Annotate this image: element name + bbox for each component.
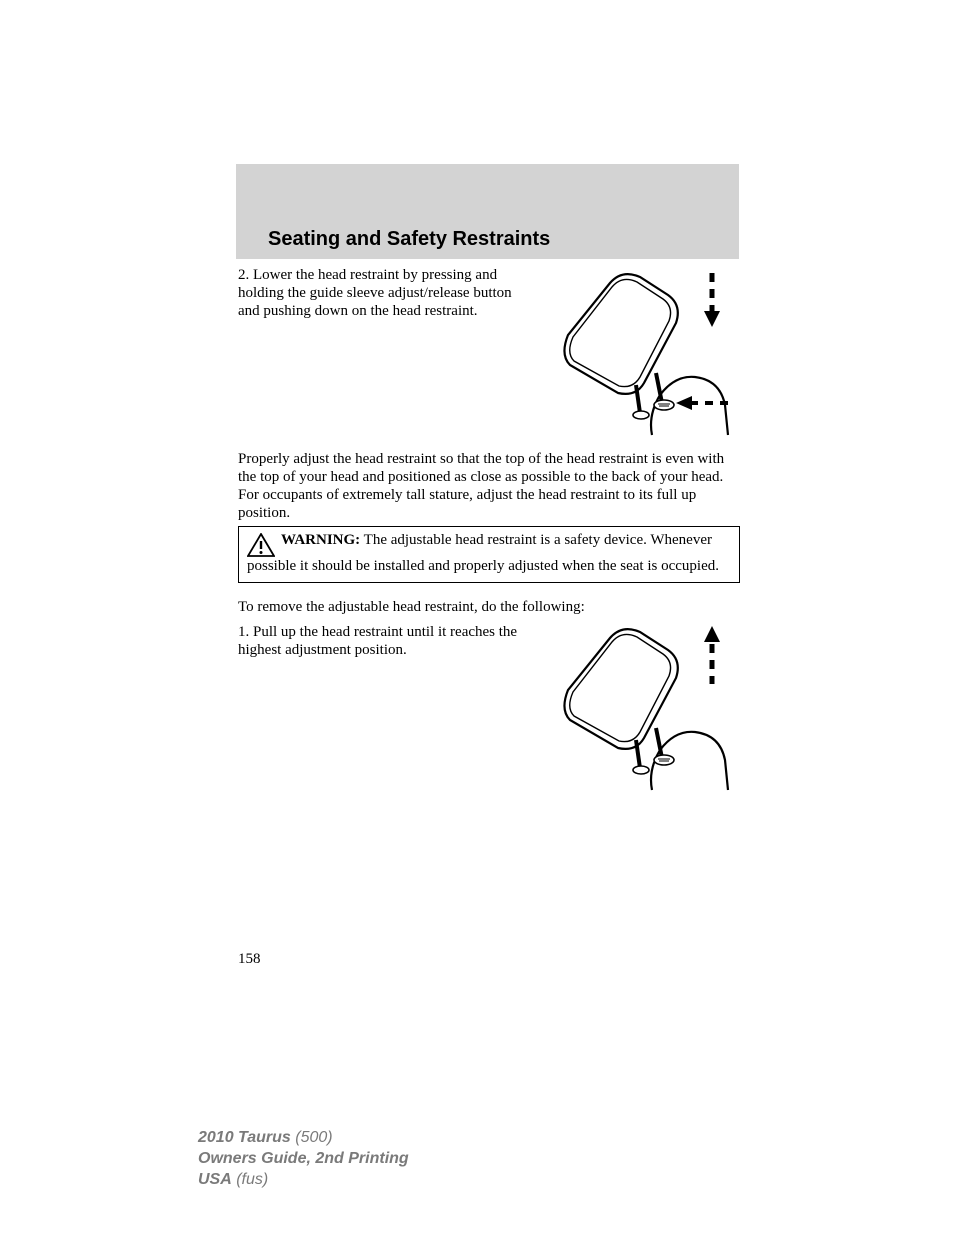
- warning-label: WARNING:: [281, 532, 360, 548]
- warning-box: WARNING: The adjustable head restraint i…: [238, 526, 740, 583]
- footer-region: USA: [198, 1171, 232, 1188]
- adjust-paragraph: Properly adjust the head restraint so th…: [238, 450, 740, 522]
- section-heading: Seating and Safety Restraints: [268, 228, 550, 251]
- step-2-text: 2. Lower the head restraint by pressing …: [238, 266, 518, 320]
- headrest-raise-figure: [540, 620, 740, 795]
- footer-model-code: (500): [291, 1129, 333, 1146]
- remove-intro: To remove the adjustable head restraint,…: [238, 599, 740, 616]
- footer-region-code: (fus): [232, 1171, 268, 1188]
- headrest-lower-figure: [540, 265, 740, 440]
- footer-block: 2010 Taurus (500) Owners Guide, 2nd Prin…: [198, 1128, 409, 1190]
- step-1-text: 1. Pull up the head restraint until it r…: [238, 623, 528, 659]
- footer-guide: Owners Guide, 2nd Printing: [198, 1149, 409, 1170]
- footer-model: 2010 Taurus: [198, 1129, 291, 1146]
- page-number: 158: [238, 951, 261, 968]
- warning-icon: [247, 533, 275, 557]
